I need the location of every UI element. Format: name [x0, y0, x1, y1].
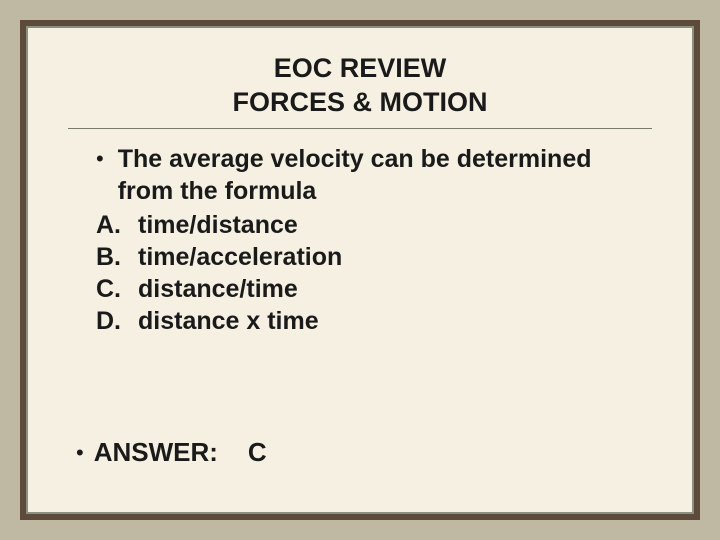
- choice-text-d: distance x time: [138, 305, 319, 337]
- choice-row: C. distance/time: [96, 273, 652, 305]
- bullet-icon: •: [76, 440, 84, 466]
- choice-label-a: A.: [96, 209, 138, 241]
- choice-row: B. time/acceleration: [96, 241, 652, 273]
- choice-row: A. time/distance: [96, 209, 652, 241]
- choice-label-d: D.: [96, 305, 138, 337]
- slide-inner-frame: EOC REVIEW FORCES & MOTION • The average…: [26, 26, 694, 514]
- answer-label: ANSWER:: [94, 437, 218, 468]
- choice-text-c: distance/time: [138, 273, 298, 305]
- answer-value: C: [248, 437, 267, 468]
- title-line-2: FORCES & MOTION: [68, 86, 652, 120]
- question-text: The average velocity can be determined f…: [118, 143, 652, 207]
- title-divider: [68, 128, 652, 129]
- title-block: EOC REVIEW FORCES & MOTION: [68, 52, 652, 120]
- question-row: • The average velocity can be determined…: [96, 143, 652, 207]
- choice-row: D. distance x time: [96, 305, 652, 337]
- choice-label-b: B.: [96, 241, 138, 273]
- question-block: • The average velocity can be determined…: [68, 143, 652, 337]
- slide-outer-frame: EOC REVIEW FORCES & MOTION • The average…: [20, 20, 700, 520]
- choice-text-a: time/distance: [138, 209, 298, 241]
- choice-text-b: time/acceleration: [138, 241, 342, 273]
- choice-label-c: C.: [96, 273, 138, 305]
- bullet-icon: •: [96, 145, 104, 174]
- answer-block: • ANSWER: C: [76, 437, 267, 468]
- title-line-1: EOC REVIEW: [68, 52, 652, 86]
